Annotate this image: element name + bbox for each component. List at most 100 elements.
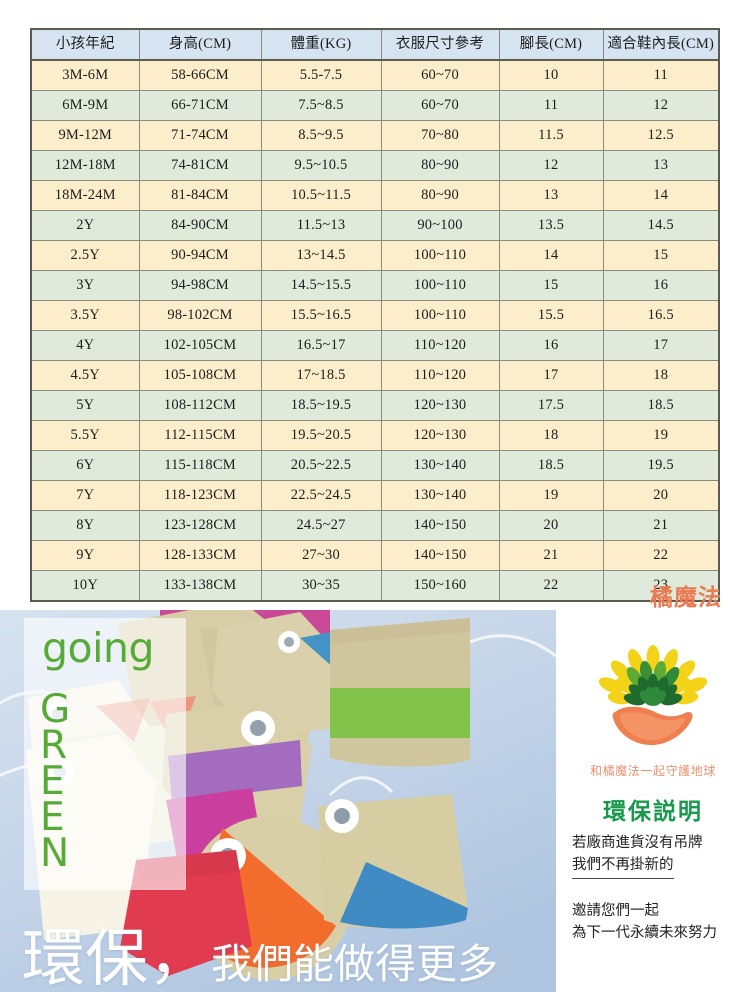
cell-height: 81-84CM [138, 180, 262, 211]
cell-foot-length: 13.5 [498, 210, 604, 241]
cell-weight: 22.5~24.5 [260, 480, 382, 511]
column-header-height: 身高(CM) [138, 28, 262, 61]
cell-shoe-inner: 23 [602, 570, 720, 602]
cell-clothing: 80~90 [380, 180, 500, 211]
cell-height: 98-102CM [138, 300, 262, 331]
cell-foot-length: 17.5 [498, 390, 604, 421]
cell-foot-length: 15 [498, 270, 604, 301]
cell-clothing: 100~110 [380, 270, 500, 301]
cell-foot-length: 16 [498, 330, 604, 361]
cell-foot-length: 17 [498, 360, 604, 391]
cell-foot-length: 14 [498, 240, 604, 271]
green-letter-e2: E [40, 794, 66, 840]
cell-clothing: 130~140 [380, 450, 500, 481]
eco-invite-line-2: 為下一代永續未來努力 [572, 925, 717, 942]
cell-foot-length: 18.5 [498, 450, 604, 481]
green-letter-n: N [40, 830, 71, 876]
cell-shoe-inner: 14.5 [602, 210, 720, 241]
cell-height: 133-138CM [138, 570, 262, 602]
brand-wordmark: 橘魔法 [650, 585, 722, 611]
size-chart-container: 小孩年紀 身高(CM) 體重(KG) 衣服尺寸參考 腳長(CM) 適合鞋內長(C… [30, 28, 720, 602]
cell-age: 3.5Y [30, 300, 140, 331]
green-letter-g: G [40, 687, 72, 732]
logo-leaves [598, 645, 708, 706]
cell-age: 9Y [30, 540, 140, 571]
column-header-weight: 體重(KG) [260, 28, 382, 61]
cell-clothing: 100~110 [380, 240, 500, 271]
cell-height: 74-81CM [138, 150, 262, 181]
cell-foot-length: 11 [498, 90, 604, 121]
green-letter-e1: E [40, 758, 66, 804]
cell-clothing: 140~150 [380, 510, 500, 541]
table-row: 6M-9M 66-71CM 7.5~8.5 60~70 11 12 [30, 90, 720, 121]
cell-height: 90-94CM [138, 240, 262, 271]
cell-shoe-inner: 19 [602, 420, 720, 451]
tree-hand-logo-svg [598, 645, 708, 746]
table-body: 3M-6M 58-66CM 5.5-7.5 60~70 10 11 6M-9M 66-71CM… [30, 59, 720, 602]
cell-weight: 17~18.5 [260, 360, 382, 391]
cell-weight: 24.5~27 [260, 510, 382, 541]
cell-clothing: 60~70 [380, 90, 500, 121]
cell-weight: 9.5~10.5 [260, 150, 382, 181]
cell-age: 7Y [30, 480, 140, 511]
going-label: going [42, 624, 155, 672]
cell-weight: 10.5~11.5 [260, 180, 382, 211]
cell-shoe-inner: 14 [602, 180, 720, 211]
cell-age: 3M-6M [30, 59, 140, 91]
slogan-comma: ， [148, 920, 211, 992]
cell-age: 4Y [30, 330, 140, 361]
cell-clothing: 140~150 [380, 540, 500, 571]
cell-shoe-inner: 15 [602, 240, 720, 271]
cell-shoe-inner: 18 [602, 360, 720, 391]
eco-note-line-1: 若廠商進貨沒有吊牌 [572, 835, 703, 851]
cell-weight: 13~14.5 [260, 240, 382, 271]
cell-height: 123-128CM [138, 510, 262, 541]
table-row: 9Y 128-133CM 27~30 140~150 21 22 [30, 540, 720, 571]
cell-weight: 19.5~20.5 [260, 420, 382, 451]
cell-foot-length: 15.5 [498, 300, 604, 331]
table-row: 2Y 84-90CM 11.5~13 90~100 13.5 14.5 [30, 210, 720, 241]
cell-shoe-inner: 12 [602, 90, 720, 121]
cell-weight: 30~35 [260, 570, 382, 602]
cell-age: 5Y [30, 390, 140, 421]
logo-caption: 和橘魔法一起守護地球 [589, 764, 716, 778]
column-header-foot-length: 腳長(CM) [498, 28, 604, 61]
cell-height: 71-74CM [138, 120, 262, 151]
cell-clothing: 60~70 [380, 59, 500, 91]
table-row: 6Y 115-118CM 20.5~22.5 130~140 18.5 19.5 [30, 450, 720, 481]
table-row: 3M-6M 58-66CM 5.5-7.5 60~70 10 11 [30, 59, 720, 91]
cell-foot-length: 18 [498, 420, 604, 451]
eco-section-title: 環保説明 [603, 799, 703, 825]
table-row: 12M-18M 74-81CM 9.5~10.5 80~90 12 13 [30, 150, 720, 181]
eco-invite-line-1: 邀請您們一起 [572, 903, 659, 919]
cell-shoe-inner: 19.5 [602, 450, 720, 481]
cell-weight: 11.5~13 [260, 210, 382, 241]
slogan-sub: 我們能做得更多 [211, 940, 498, 988]
cell-height: 128-133CM [138, 540, 262, 571]
column-header-shoe-inner: 適合鞋內長(CM) [602, 28, 720, 61]
size-chart-table: 小孩年紀 身高(CM) 體重(KG) 衣服尺寸參考 腳長(CM) 適合鞋內長(C… [30, 28, 720, 602]
column-header-clothing: 衣服尺寸參考 [380, 28, 500, 61]
cell-clothing: 90~100 [380, 210, 500, 241]
eco-note-paragraph-1: 若廠商進貨沒有吊牌 我們不再掛新的 [572, 832, 742, 879]
cell-height: 84-90CM [138, 210, 262, 241]
cell-foot-length: 12 [498, 150, 604, 181]
green-label-vertical: G R E E N [40, 687, 72, 876]
cell-weight: 15.5~16.5 [260, 300, 382, 331]
table-header-row: 小孩年紀 身高(CM) 體重(KG) 衣服尺寸參考 腳長(CM) 適合鞋內長(C… [30, 28, 720, 61]
table-row: 8Y 123-128CM 24.5~27 140~150 20 21 [30, 510, 720, 541]
cell-age: 9M-12M [30, 120, 140, 151]
cell-height: 105-108CM [138, 360, 262, 391]
cell-age: 5.5Y [30, 420, 140, 451]
eco-banner: going G R E E N 環保，我們能做得更多 [0, 610, 750, 992]
cell-age: 18M-24M [30, 180, 140, 211]
table-row: 4.5Y 105-108CM 17~18.5 110~120 17 18 [30, 360, 720, 391]
cell-clothing: 110~120 [380, 330, 500, 361]
cell-clothing: 110~120 [380, 360, 500, 391]
cell-height: 108-112CM [138, 390, 262, 421]
cell-weight: 8.5~9.5 [260, 120, 382, 151]
table-row: 5Y 108-112CM 18.5~19.5 120~130 17.5 18.5 [30, 390, 720, 421]
slogan-main: 環保 [22, 922, 148, 992]
cell-weight: 20.5~22.5 [260, 450, 382, 481]
